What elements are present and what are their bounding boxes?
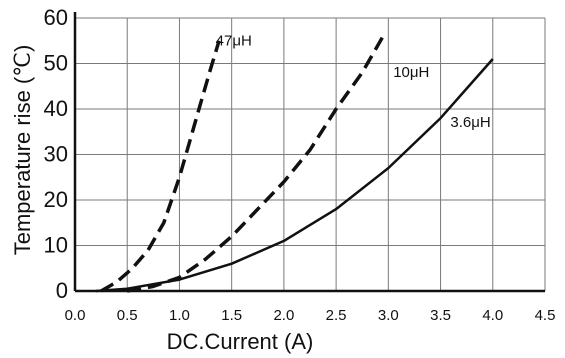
series-47uh-line (100, 40, 221, 293)
y-tick-label: 10 (44, 233, 68, 258)
x-tick-label: 4.5 (535, 307, 556, 324)
labels: 0.0 0.5 1.0 1.5 2.0 2.5 3.0 3.5 4.0 4.5 0 10 20 30 40 5… (44, 5, 556, 324)
y-tick-label: 60 (44, 5, 68, 30)
x-tick-label: 0.0 (65, 307, 86, 324)
series-label-47uh: 47μH (216, 32, 252, 49)
y-tick-label: 30 (44, 142, 68, 167)
x-tick-label: 3.5 (430, 307, 451, 324)
series-label-3-6uh: 3.6μH (450, 114, 490, 131)
x-tick-label: 1.0 (169, 307, 190, 324)
series-3-6uh-line (95, 58, 494, 293)
x-tick-label: 1.5 (221, 307, 242, 324)
axes (73, 12, 545, 293)
y-tick-label: 40 (44, 96, 68, 121)
x-tick-label: 2.5 (326, 307, 347, 324)
x-tick-label: 4.0 (482, 307, 503, 324)
y-tick-label: 50 (44, 51, 68, 76)
y-tick-label: 20 (44, 187, 68, 212)
y-axis-label: Temperature rise (℃) (10, 45, 35, 256)
series-label-10uh: 10μH (393, 64, 429, 81)
x-axis-label: DC.Current (A) (167, 329, 314, 354)
y-tick-label: 0 (56, 278, 68, 303)
grid (75, 17, 546, 291)
x-tick-label: 2.0 (273, 307, 294, 324)
x-tick-label: 3.0 (378, 307, 399, 324)
x-tick-label: 0.5 (117, 307, 138, 324)
series-lines (95, 35, 494, 293)
